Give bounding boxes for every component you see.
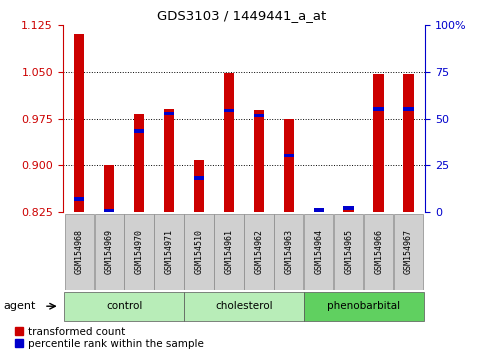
Bar: [254, 114, 264, 117]
Text: cholesterol: cholesterol: [215, 301, 273, 310]
FancyBboxPatch shape: [334, 214, 363, 290]
Text: agent: agent: [3, 301, 36, 310]
Text: control: control: [106, 301, 142, 310]
FancyBboxPatch shape: [304, 292, 424, 321]
FancyBboxPatch shape: [304, 214, 333, 290]
FancyBboxPatch shape: [65, 214, 94, 290]
Bar: [164, 112, 174, 115]
Bar: [134, 114, 144, 212]
Bar: [284, 154, 294, 158]
Legend: transformed count, percentile rank within the sample: transformed count, percentile rank withi…: [15, 327, 204, 349]
Text: GSM154962: GSM154962: [255, 229, 263, 274]
Bar: [194, 176, 204, 180]
FancyBboxPatch shape: [274, 214, 303, 290]
Bar: [74, 34, 85, 212]
FancyBboxPatch shape: [364, 214, 393, 290]
Bar: [403, 107, 414, 111]
Bar: [104, 165, 114, 212]
Text: GSM154510: GSM154510: [195, 229, 203, 274]
Bar: [373, 107, 384, 111]
Text: GSM154964: GSM154964: [314, 229, 323, 274]
Text: GSM154965: GSM154965: [344, 229, 353, 274]
Bar: [343, 206, 354, 212]
Text: GSM154968: GSM154968: [75, 229, 84, 274]
Text: GSM154971: GSM154971: [165, 229, 173, 274]
Bar: [224, 73, 234, 212]
Text: GDS3103 / 1449441_a_at: GDS3103 / 1449441_a_at: [157, 9, 326, 22]
Bar: [254, 110, 264, 212]
Bar: [313, 208, 324, 212]
FancyBboxPatch shape: [394, 214, 423, 290]
Bar: [74, 197, 85, 200]
FancyBboxPatch shape: [95, 214, 124, 290]
Bar: [164, 109, 174, 212]
Bar: [194, 160, 204, 212]
FancyBboxPatch shape: [185, 214, 213, 290]
FancyBboxPatch shape: [244, 214, 273, 290]
FancyBboxPatch shape: [214, 214, 243, 290]
Text: GSM154969: GSM154969: [105, 229, 114, 274]
Bar: [224, 109, 234, 112]
Bar: [403, 74, 414, 212]
Text: GSM154961: GSM154961: [225, 229, 233, 274]
Bar: [134, 129, 144, 133]
FancyBboxPatch shape: [184, 292, 304, 321]
Bar: [284, 119, 294, 212]
Text: GSM154967: GSM154967: [404, 229, 413, 274]
Text: GSM154970: GSM154970: [135, 229, 143, 274]
FancyBboxPatch shape: [64, 292, 184, 321]
Bar: [373, 74, 384, 212]
FancyBboxPatch shape: [155, 214, 184, 290]
Text: GSM154963: GSM154963: [284, 229, 293, 274]
Text: GSM154966: GSM154966: [374, 229, 383, 274]
FancyBboxPatch shape: [125, 214, 154, 290]
Text: phenobarbital: phenobarbital: [327, 301, 400, 310]
Bar: [343, 206, 354, 210]
Bar: [104, 209, 114, 212]
Bar: [313, 208, 324, 212]
